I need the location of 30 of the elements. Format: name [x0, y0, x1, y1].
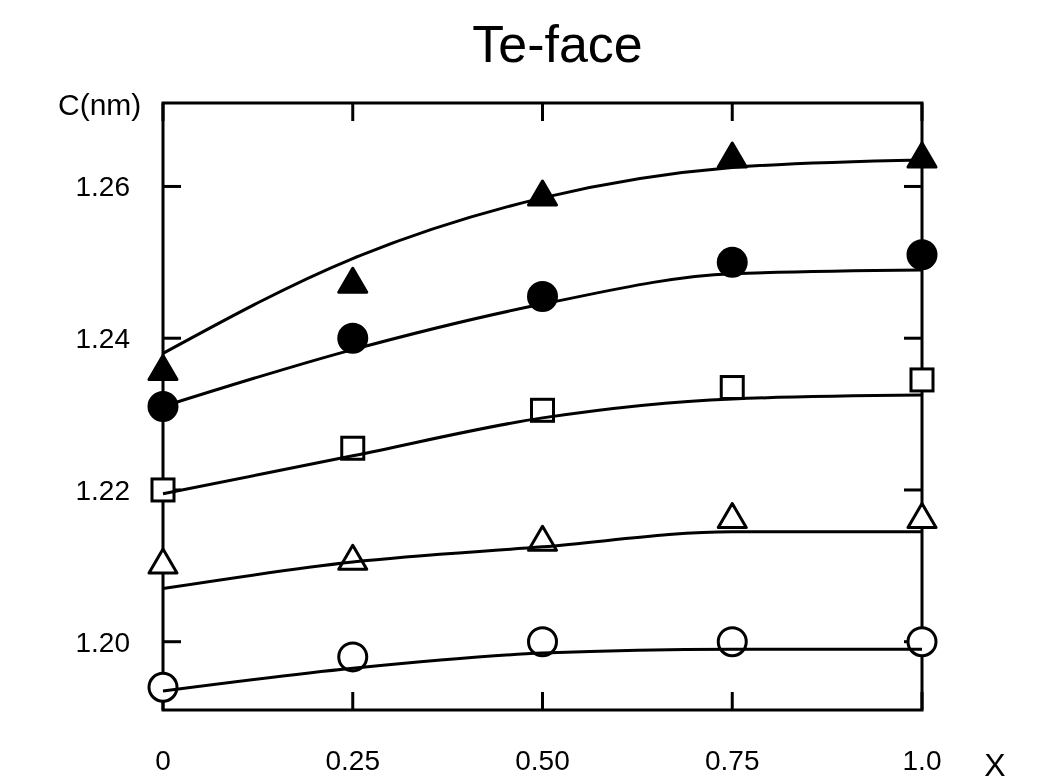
y-axis-title: C(nm)	[58, 88, 142, 121]
x-tick-label: 1.0	[902, 745, 942, 776]
point	[906, 239, 938, 271]
point	[337, 266, 369, 294]
x-tick-label: 0.50	[515, 745, 570, 776]
point	[337, 322, 369, 354]
x-tick-label: 0	[155, 745, 171, 776]
point	[147, 391, 179, 422]
point	[719, 375, 745, 401]
point	[716, 502, 748, 530]
point	[150, 477, 176, 503]
point	[527, 280, 558, 312]
point	[527, 626, 558, 658]
y-tick-label: 1.24	[75, 323, 130, 355]
y-tick-label: 1.26	[75, 171, 130, 203]
point	[716, 246, 748, 278]
x-tick-label: 0.25	[325, 745, 380, 776]
point	[906, 626, 938, 658]
point	[147, 547, 179, 575]
point	[906, 141, 938, 169]
x-tick-label: 0.75	[705, 745, 760, 776]
y-tick-label: 1.20	[75, 626, 130, 658]
point	[147, 354, 179, 382]
y-tick-label: 1.22	[75, 474, 130, 506]
x-axis-title: X	[984, 747, 1006, 782]
chart-title: Te-face	[472, 15, 643, 73]
point	[337, 641, 369, 673]
point	[147, 671, 179, 703]
point	[906, 502, 938, 530]
point	[909, 367, 935, 393]
